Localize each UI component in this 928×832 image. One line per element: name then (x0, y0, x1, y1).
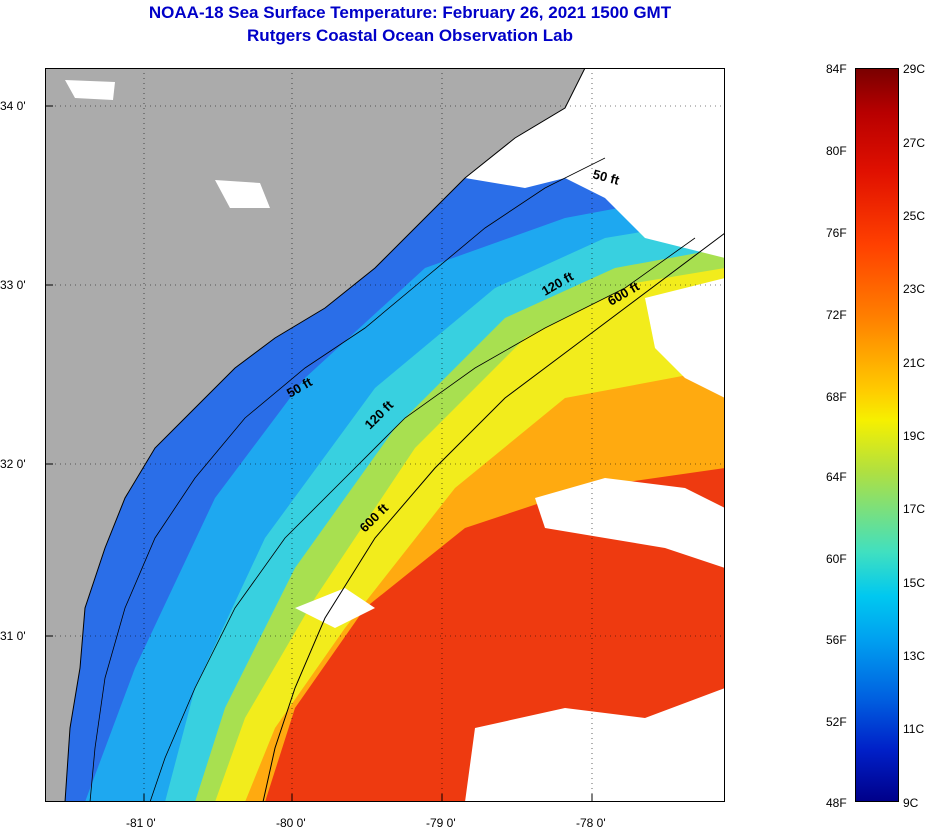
colorbar-c-29: 29C (903, 62, 926, 76)
lat-label-31: 31 0' (0, 629, 26, 643)
color-bar (855, 68, 899, 802)
lat-label-32: 32 0' (0, 457, 26, 471)
map-subtitle: Rutgers Coastal Ocean Observation Lab (247, 26, 573, 45)
colorbar-c-27: 27C (903, 136, 926, 150)
colorbar-c-21: 21C (903, 356, 926, 370)
isobath-600 (262, 232, 725, 802)
cloud-mid (535, 478, 725, 568)
lat-label-33: 33 0' (0, 278, 26, 292)
colorbar-c-25: 25C (903, 209, 926, 223)
land (45, 68, 585, 802)
colorbar-f-52: 52F (826, 715, 847, 729)
map-frame (45, 68, 725, 802)
colorbar-c-13: 13C (903, 649, 926, 663)
colorbar-f-84: 84F (826, 62, 847, 76)
cloud-east (645, 278, 725, 398)
colorbar-c-19: 19C (903, 429, 926, 443)
colorbar-f-48: 48F (826, 796, 847, 810)
colorbar-f-64: 64F (826, 470, 847, 484)
colorbar-c-15: 15C (903, 576, 926, 590)
colorbar-c-9: 9C (903, 796, 919, 810)
lon-label-80: -80 0' (276, 816, 306, 830)
colorbar-c-23: 23C (903, 282, 926, 296)
cloud-south (465, 688, 725, 802)
colorbar-f-56: 56F (826, 633, 847, 647)
isobath-120 (149, 237, 696, 802)
colorbar-f-68: 68F (826, 390, 847, 404)
cloud-small (295, 588, 375, 628)
colorbar-f-76: 76F (826, 226, 847, 240)
colorbar-f-60: 60F (826, 552, 847, 566)
sst-map: 50 ft 120 ft 600 ft 50 ft 120 ft 600 ft (45, 68, 725, 802)
colorbar-c-11: 11C (903, 722, 925, 736)
cloud-land-2 (65, 80, 115, 100)
colorbar-f-72: 72F (826, 308, 847, 322)
colorbar-f-80: 80F (826, 144, 847, 158)
lon-label-81: -81 0' (126, 816, 156, 830)
isobath-label-50-top: 50 ft (591, 166, 621, 188)
lat-label-34: 34 0' (0, 99, 26, 113)
isobath-50 (89, 157, 606, 802)
cloud-land (215, 180, 270, 208)
lon-label-78: -78 0' (576, 816, 606, 830)
colorbar-c-17: 17C (903, 502, 926, 516)
coastline (64, 68, 586, 802)
map-title: NOAA-18 Sea Surface Temperature: Februar… (148, 3, 672, 22)
lon-label-79: -79 0' (426, 816, 456, 830)
